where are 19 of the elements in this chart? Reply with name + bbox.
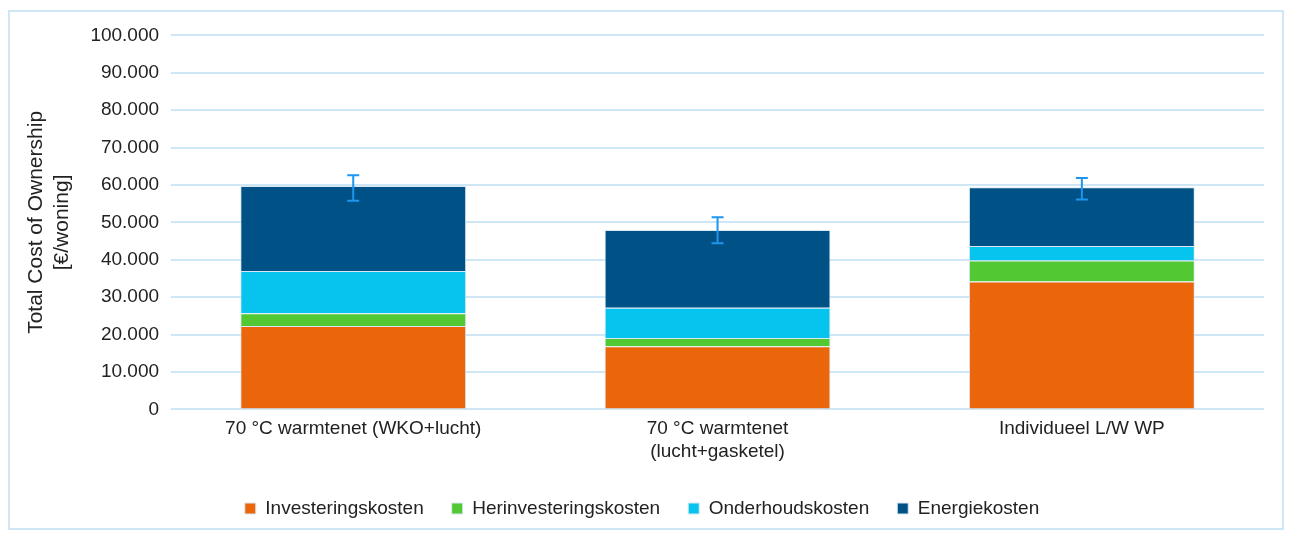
legend-label: Herinvesteringskosten <box>472 496 661 518</box>
y-tick-label: 90.000 <box>100 61 160 83</box>
y-tick-label: 100.000 <box>90 23 160 45</box>
legend-label: Energiekosten <box>917 496 1040 518</box>
y-tick-label: 0 <box>148 397 160 419</box>
y-tick-label: 50.000 <box>100 210 160 232</box>
y-tick-label: 70.000 <box>100 135 160 157</box>
y-tick-label: 20.000 <box>100 322 160 344</box>
x-tick-label: 70 °C warmtenet (lucht+gasketel) <box>646 417 790 461</box>
y-tick-label: 30.000 <box>100 285 160 307</box>
y-axis-title: Total Cost of Ownership [€/woning] <box>23 110 72 334</box>
legend-label: Investeringskosten <box>265 496 424 518</box>
y-tick-label: 80.000 <box>100 98 160 120</box>
y-tick-label: 60.000 <box>100 173 160 195</box>
x-tick-label: 70 °C warmtenet (WKO+lucht) <box>225 417 482 439</box>
y-tick-label: 40.000 <box>100 248 160 270</box>
y-tick-label: 10.000 <box>100 360 160 382</box>
legend-label: Onderhoudskosten <box>708 496 870 518</box>
x-tick-label: Individueel L/W WP <box>998 417 1165 439</box>
